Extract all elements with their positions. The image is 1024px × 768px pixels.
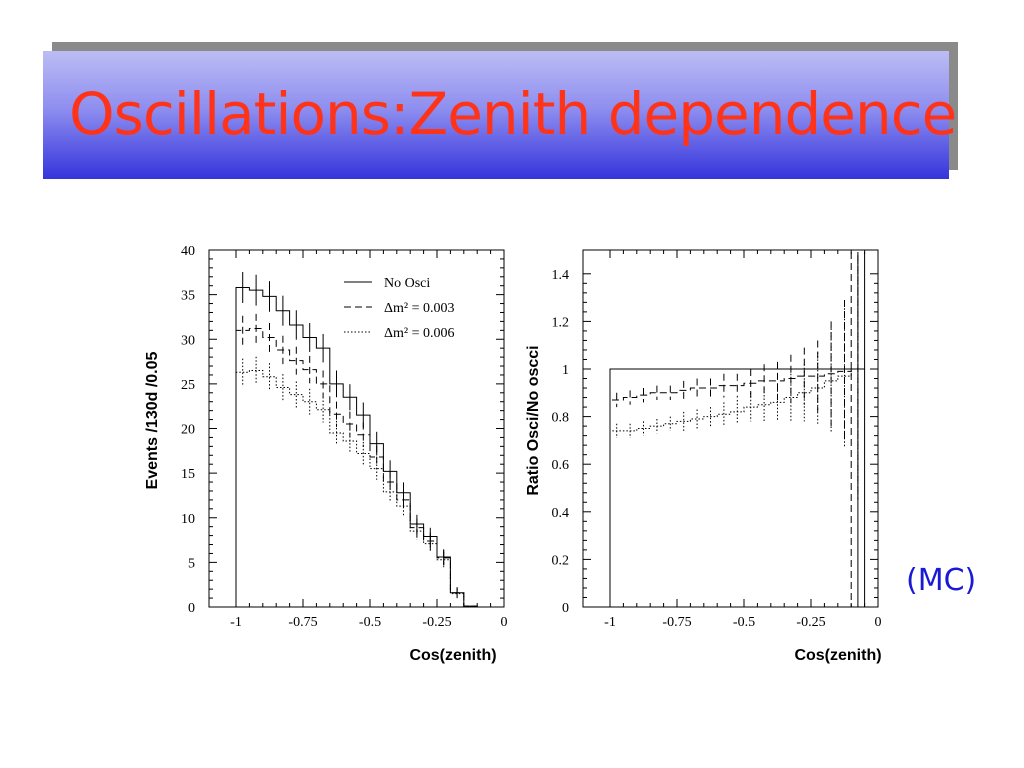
y-tick-label: 0.8 [552, 411, 570, 426]
y-tick-label: 0 [188, 601, 195, 616]
x-tick-label: -0.5 [359, 615, 381, 630]
y-tick-label: 20 [181, 423, 195, 438]
y-tick-label: 0.6 [552, 458, 570, 473]
legend-label: No Osci [384, 276, 430, 291]
events-histogram-chart: 0 5 10 15 20 25 30 35 40 -1 -0.75 -0.5 -0.25 0 Events … [144, 244, 508, 664]
y-tick-label: 25 [181, 378, 195, 393]
legend-label: Δm² = 0.006 [384, 326, 455, 341]
y-tick-label: 1.4 [552, 268, 570, 283]
y-tick-label: 10 [181, 512, 195, 527]
y-tick-label: 0.4 [552, 506, 570, 521]
x-tick-label: -0.5 [733, 615, 755, 630]
x-tick-label: 0 [501, 615, 508, 630]
x-tick-label: -1 [604, 615, 616, 630]
histogram-line [235, 328, 478, 607]
x-tick-label: -1 [230, 615, 242, 630]
x-tick-label: -0.25 [796, 615, 825, 630]
y-tick-label: 5 [188, 556, 195, 571]
y-axis-label: Ratio Osci/No oscci [525, 345, 542, 495]
histogram-line [235, 369, 478, 607]
x-tick-label: 0 [875, 615, 882, 630]
x-tick-label: -0.25 [422, 615, 451, 630]
legend-label: Δm² = 0.003 [384, 301, 455, 316]
y-tick-label: 35 [181, 289, 195, 304]
histogram-line [609, 368, 865, 607]
y-tick-label: 15 [181, 467, 195, 482]
x-axis-label: Cos(zenith) [794, 647, 881, 664]
histogram-line [609, 368, 865, 607]
y-tick-label: 0.2 [552, 553, 570, 568]
y-tick-label: 1 [562, 363, 569, 378]
slide-title: Oscillations:Zenith dependence [69, 80, 957, 148]
plot-frame [582, 249, 879, 608]
x-axis-label: Cos(zenith) [409, 647, 496, 664]
x-tick-label: -0.75 [662, 615, 691, 630]
title-banner: Oscillations:Zenith dependence [43, 51, 957, 179]
y-tick-label: 0 [562, 601, 569, 616]
y-tick-label: 40 [181, 244, 195, 259]
y-tick-label: 30 [181, 333, 195, 348]
y-tick-label: 1.2 [552, 315, 570, 330]
mc-label: (MC) [906, 563, 977, 598]
ratio-histogram-chart: 0 0.2 0.4 0.6 0.8 1 1.2 1.4 -1 -0.75 -0.5 -0.25 0 Rat… [525, 249, 882, 664]
y-axis-label: Events /130d /0.05 [144, 351, 161, 489]
x-tick-label: -0.75 [288, 615, 317, 630]
